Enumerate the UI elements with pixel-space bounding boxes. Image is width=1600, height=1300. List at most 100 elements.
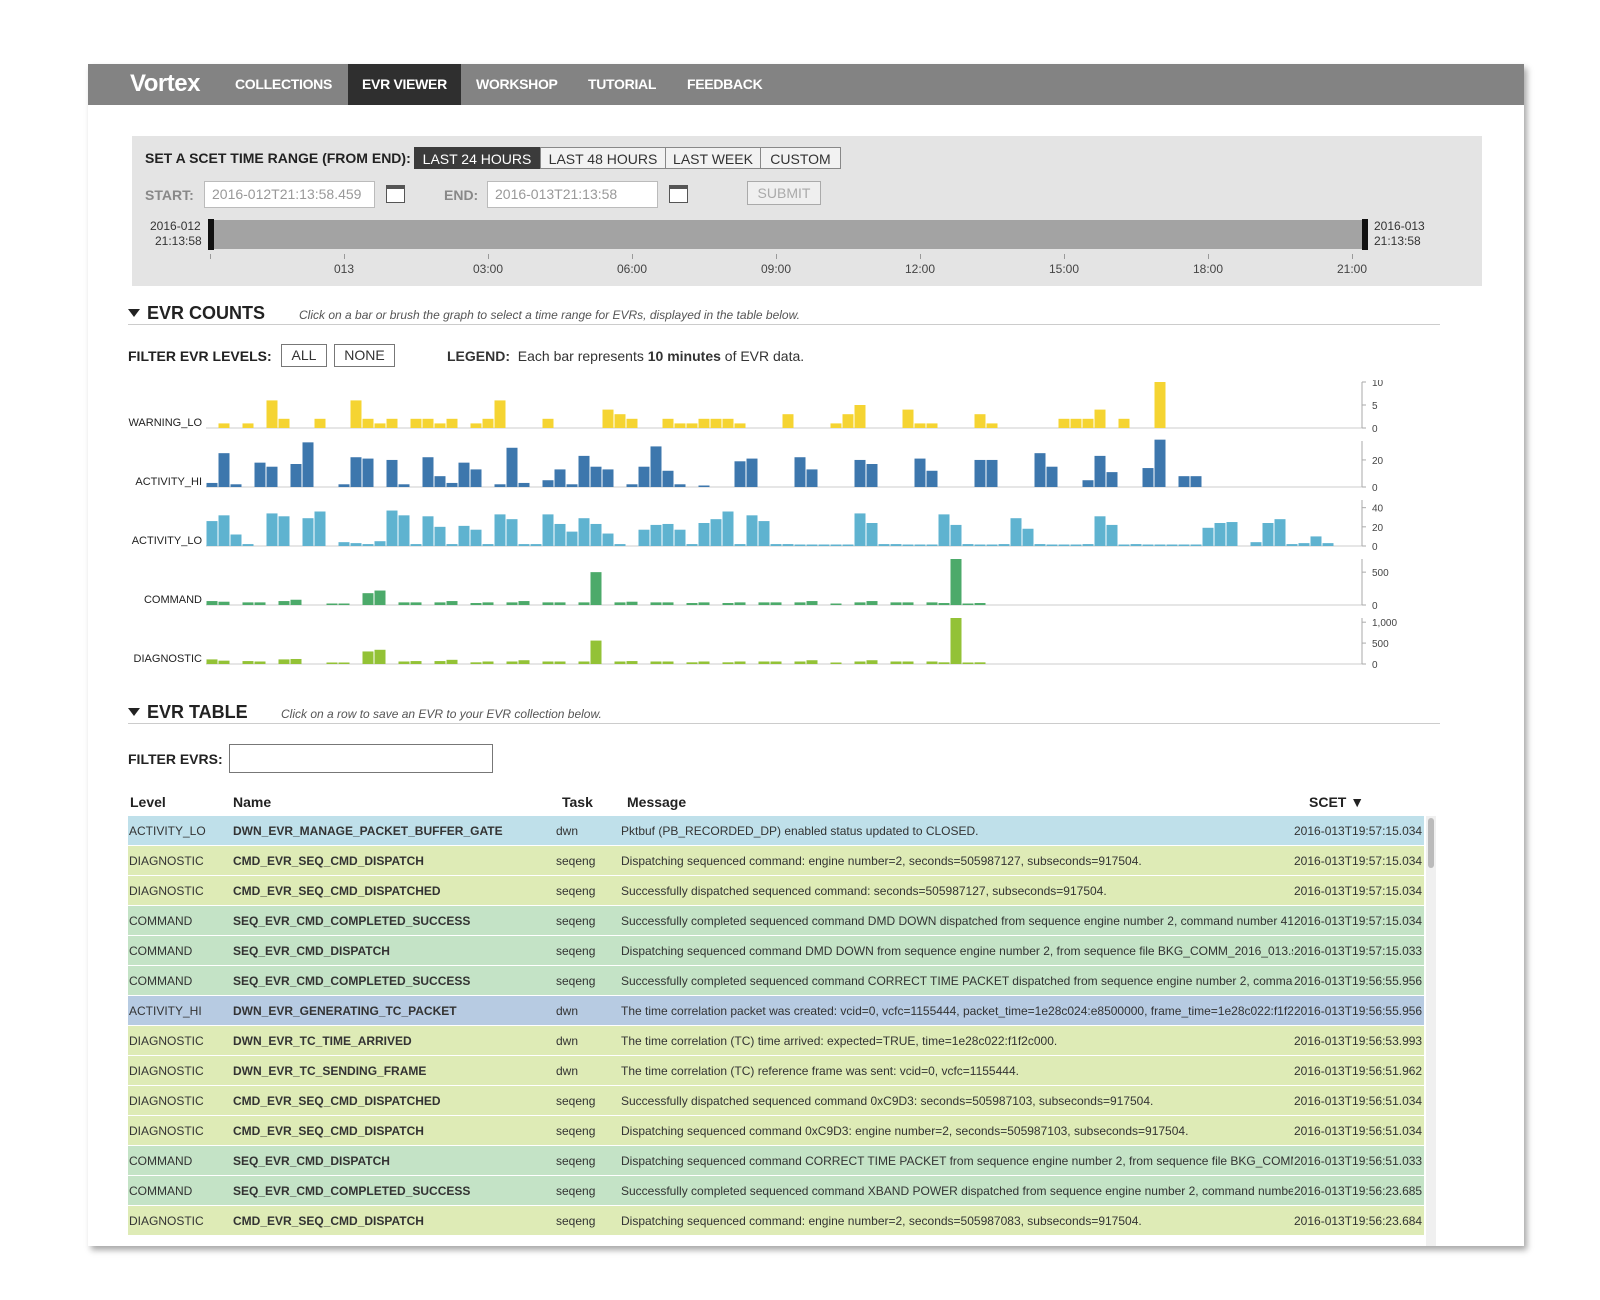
count-bar[interactable] xyxy=(470,423,482,428)
count-bar[interactable] xyxy=(494,484,506,487)
count-bar[interactable] xyxy=(506,661,518,664)
count-bar[interactable] xyxy=(662,602,674,605)
count-bar[interactable] xyxy=(806,660,818,664)
count-bar[interactable] xyxy=(362,418,374,428)
table-row[interactable]: DIAGNOSTIC CMD_EVR_SEQ_CMD_DISPATCH seqeng… xyxy=(128,846,1424,876)
count-bar[interactable] xyxy=(674,423,686,428)
count-bar[interactable] xyxy=(758,661,770,664)
count-bar[interactable] xyxy=(614,544,626,546)
count-bar[interactable] xyxy=(830,423,842,428)
count-bar[interactable] xyxy=(686,662,698,664)
count-bar[interactable] xyxy=(230,534,242,547)
count-bar[interactable] xyxy=(518,601,530,605)
count-bar[interactable] xyxy=(974,603,986,605)
count-bar[interactable] xyxy=(362,651,374,664)
count-bar[interactable] xyxy=(290,599,302,605)
count-bar[interactable] xyxy=(830,544,842,547)
count-bar[interactable] xyxy=(890,661,902,664)
count-bar[interactable] xyxy=(206,482,218,487)
count-bar[interactable] xyxy=(710,519,722,546)
count-bar[interactable] xyxy=(422,418,434,428)
count-bar[interactable] xyxy=(746,515,758,546)
count-bar[interactable] xyxy=(926,470,938,487)
count-bar[interactable] xyxy=(254,661,266,664)
table-row[interactable]: COMMAND SEQ_EVR_CMD_DISPATCH seqeng Dispatc… xyxy=(128,1146,1424,1176)
count-bar[interactable] xyxy=(1286,544,1298,546)
count-bar[interactable] xyxy=(326,662,338,665)
count-bar[interactable] xyxy=(794,544,806,547)
range-option-last-24-hours[interactable]: LAST 24 HOURS xyxy=(414,147,540,169)
count-bar[interactable] xyxy=(1094,455,1106,487)
count-bar[interactable] xyxy=(386,459,398,487)
count-bar[interactable] xyxy=(722,511,734,547)
count-bar[interactable] xyxy=(578,455,590,487)
count-bar[interactable] xyxy=(434,526,446,546)
count-bar[interactable] xyxy=(266,513,278,546)
count-bar[interactable] xyxy=(374,423,386,428)
count-bar[interactable] xyxy=(1010,518,1022,546)
table-scrollbar[interactable] xyxy=(1426,816,1436,1246)
count-bar[interactable] xyxy=(1118,418,1130,428)
count-bar[interactable] xyxy=(950,559,962,605)
count-bar[interactable] xyxy=(362,544,374,546)
count-bar[interactable] xyxy=(278,659,290,664)
count-bar[interactable] xyxy=(1226,522,1238,546)
count-bar[interactable] xyxy=(830,662,842,665)
count-bar[interactable] xyxy=(902,544,914,547)
count-bar[interactable] xyxy=(1094,409,1106,428)
count-bar[interactable] xyxy=(626,484,638,487)
count-bar[interactable] xyxy=(842,414,854,428)
count-bar[interactable] xyxy=(386,418,398,428)
count-bar[interactable] xyxy=(482,661,494,664)
count-bar[interactable] xyxy=(926,602,938,605)
count-bar[interactable] xyxy=(1190,544,1202,547)
count-bar[interactable] xyxy=(542,418,554,428)
count-bar[interactable] xyxy=(770,661,782,664)
table-row[interactable]: COMMAND SEQ_EVR_CMD_COMPLETED_SUCCESS seqe… xyxy=(128,906,1424,936)
count-bar[interactable] xyxy=(578,661,590,664)
count-bar[interactable] xyxy=(350,457,362,487)
nav-item-tutorial[interactable]: TUTORIAL xyxy=(588,76,657,92)
count-bar[interactable] xyxy=(290,658,302,664)
count-bar[interactable] xyxy=(362,593,374,605)
count-bar[interactable] xyxy=(542,480,554,487)
count-bar[interactable] xyxy=(578,602,590,605)
count-bar[interactable] xyxy=(446,659,458,664)
count-bar[interactable] xyxy=(254,462,266,487)
count-bar[interactable] xyxy=(722,662,734,664)
count-bar[interactable] xyxy=(218,453,230,487)
count-bar[interactable] xyxy=(638,529,650,546)
count-bar[interactable] xyxy=(434,602,446,605)
count-bar[interactable] xyxy=(662,470,674,487)
count-bar[interactable] xyxy=(494,400,506,428)
count-bar[interactable] xyxy=(674,529,686,546)
count-bar[interactable] xyxy=(1178,544,1190,547)
count-bar[interactable] xyxy=(218,601,230,605)
count-bar[interactable] xyxy=(1070,418,1082,428)
range-option-last-48-hours[interactable]: LAST 48 HOURS xyxy=(540,147,666,169)
count-bar[interactable] xyxy=(590,572,602,605)
count-bar[interactable] xyxy=(338,484,350,487)
count-bar[interactable] xyxy=(854,661,866,664)
table-row[interactable]: COMMAND SEQ_EVR_CMD_DISPATCH seqeng Dispatc… xyxy=(128,936,1424,966)
count-bar[interactable] xyxy=(1106,472,1118,487)
count-bar[interactable] xyxy=(1154,544,1166,547)
count-bar[interactable] xyxy=(794,602,806,605)
table-row[interactable]: ACTIVITY_LO DWN_EVR_MANAGE_PACKET_BUFFER_… xyxy=(128,816,1424,846)
column-header-task[interactable]: Task xyxy=(562,794,593,810)
count-bar[interactable] xyxy=(482,544,494,546)
count-bar[interactable] xyxy=(410,418,422,428)
count-bar[interactable] xyxy=(554,523,566,546)
count-bar[interactable] xyxy=(518,544,530,546)
table-row[interactable]: COMMAND SEQ_EVR_CMD_COMPLETED_SUCCESS seqe… xyxy=(128,1176,1424,1206)
count-bar[interactable] xyxy=(230,484,242,487)
count-bar[interactable] xyxy=(650,602,662,605)
count-bar[interactable] xyxy=(962,603,974,606)
count-bar[interactable] xyxy=(1046,544,1058,547)
count-bar[interactable] xyxy=(206,659,218,664)
count-bar[interactable] xyxy=(602,533,614,546)
count-bar[interactable] xyxy=(674,484,686,487)
count-bar[interactable] xyxy=(734,544,746,546)
count-bar[interactable] xyxy=(266,400,278,428)
count-bar[interactable] xyxy=(1034,453,1046,487)
